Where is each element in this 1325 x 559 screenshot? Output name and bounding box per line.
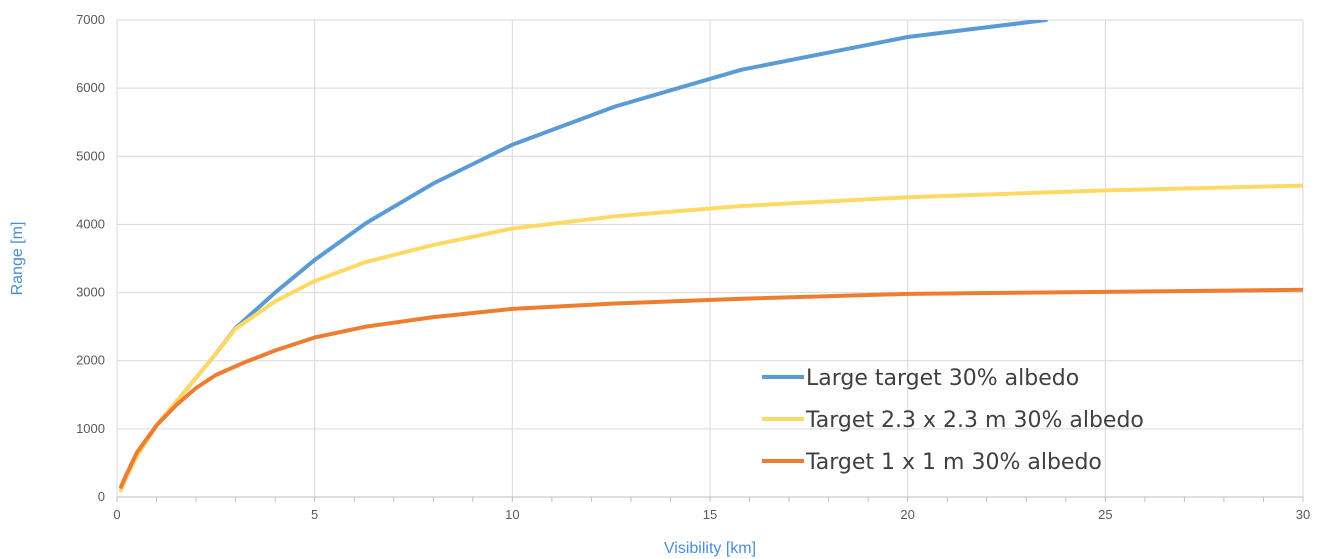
y-tick-label: 0 xyxy=(98,489,105,504)
x-tick-label: 15 xyxy=(703,507,717,522)
series-lines xyxy=(119,20,1303,493)
legend-label-1: Large target 30% albedo xyxy=(806,366,1079,391)
axes: 0 1000 2000 3000 4000 5000 6000 7000 0 5 10 15 20 25 3… xyxy=(76,12,1310,522)
y-tick-label: 1000 xyxy=(76,421,105,436)
y-tick-label: 3000 xyxy=(76,285,105,300)
y-tick-label: 7000 xyxy=(76,12,105,27)
legend-label-2: Target 2.3 x 2.3 m 30% albedo xyxy=(805,408,1144,433)
x-tick-label: 5 xyxy=(311,507,318,522)
y-tick-label: 2000 xyxy=(76,353,105,368)
x-tick-label: 30 xyxy=(1296,507,1310,522)
y-tick-label: 5000 xyxy=(76,148,105,163)
y-tick-label: 6000 xyxy=(76,80,105,95)
x-tick-label: 20 xyxy=(900,507,914,522)
series-line-2 xyxy=(119,183,1303,493)
legend: Large target 30% albedo Target 2.3 x 2.3 … xyxy=(762,366,1144,475)
y-tick-label: 4000 xyxy=(76,216,105,231)
x-tick-label: 0 xyxy=(113,507,120,522)
y-axis-title: Range [m] xyxy=(9,222,26,296)
grid xyxy=(116,19,1304,498)
legend-label-3: Target 1 x 1 m 30% albedo xyxy=(805,450,1102,475)
x-tick-label: 10 xyxy=(505,507,519,522)
x-axis-title: Visibility [km] xyxy=(664,540,756,557)
x-tick-label: 25 xyxy=(1098,507,1112,522)
series-line-3 xyxy=(119,287,1303,489)
